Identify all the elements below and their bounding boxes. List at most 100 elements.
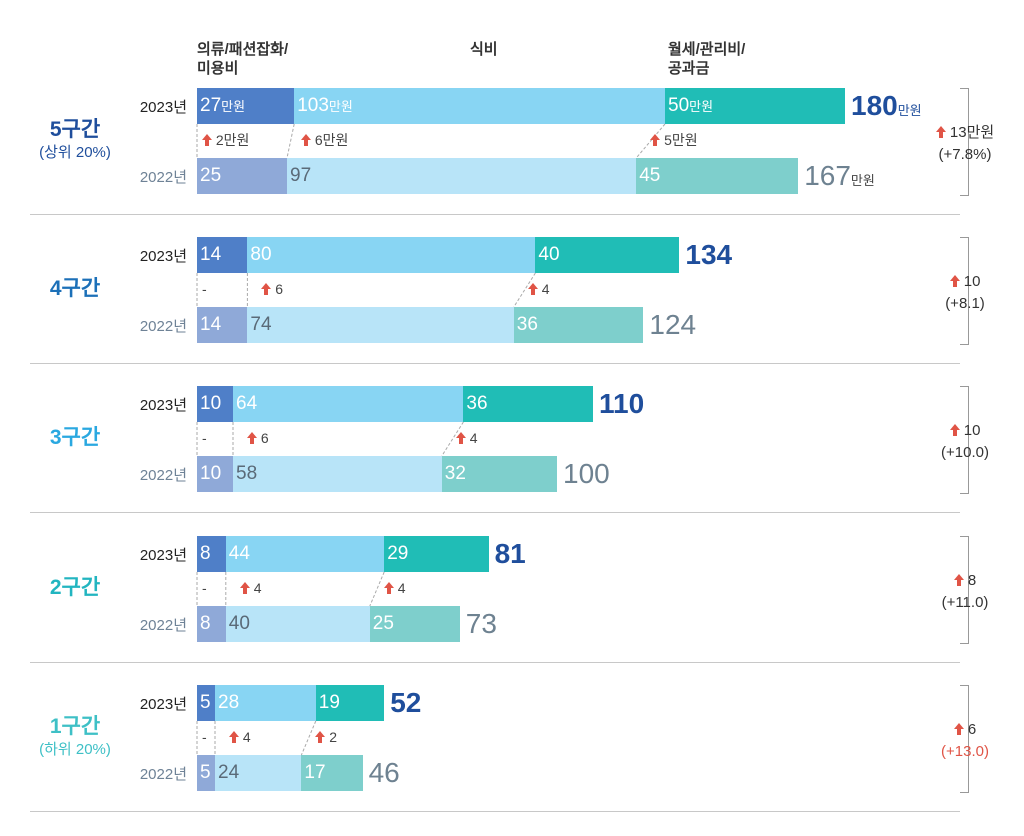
group-change-percent: (+7.8%) bbox=[938, 146, 992, 163]
total-2023: 134 bbox=[685, 239, 733, 270]
bar-2022-seg-2 bbox=[369, 606, 460, 642]
bar-2023-seg-0 bbox=[197, 685, 215, 721]
bar-2022-value-0: 8 bbox=[200, 613, 211, 634]
bar-2022-value-2: 17 bbox=[304, 762, 326, 783]
total-2023: 180만원 bbox=[851, 90, 922, 121]
up-arrow-stem bbox=[242, 588, 247, 594]
up-arrow-icon bbox=[953, 574, 964, 580]
up-arrow-icon bbox=[527, 283, 538, 289]
group-bracket bbox=[960, 237, 969, 345]
year-label-2023: 2023년 bbox=[139, 397, 187, 414]
bar-2023-seg-2 bbox=[384, 536, 489, 572]
group-change: 13만원 (+7.8%) bbox=[925, 122, 1005, 166]
group-bracket bbox=[960, 536, 969, 644]
bar-2023-seg-2 bbox=[463, 386, 593, 422]
increase-label-1: 6 bbox=[261, 279, 283, 299]
up-arrow-icon bbox=[650, 134, 661, 140]
bar-2023-seg-0 bbox=[197, 536, 226, 572]
bar-2022-seg-1 bbox=[233, 456, 442, 492]
group-change: 6 (+13.0) bbox=[925, 719, 1005, 763]
total-2022: 100 bbox=[563, 458, 610, 489]
bar-2023-value-0: 27만원 bbox=[200, 95, 246, 116]
col-header-housing-line1: 월세/관리비/ bbox=[668, 41, 746, 58]
group-separator bbox=[30, 811, 960, 812]
group-sublabel: (하위 20%) bbox=[39, 741, 111, 758]
bar-2022-seg-2 bbox=[301, 755, 363, 791]
increase-value: 6 bbox=[275, 281, 284, 297]
increase-label-0: - bbox=[202, 279, 207, 299]
bar-2023-seg-1 bbox=[225, 536, 385, 572]
increase-label-0: - bbox=[202, 727, 207, 747]
bar-2022-seg-1 bbox=[287, 158, 637, 194]
group-separator bbox=[30, 363, 960, 364]
up-arrow-icon bbox=[949, 275, 960, 281]
bar-2023-value-2: 29 bbox=[387, 543, 409, 564]
connector-line-1 bbox=[286, 123, 295, 159]
up-arrow-icon bbox=[247, 432, 257, 438]
col-header-clothing-line2: 미용비 bbox=[197, 60, 239, 77]
group-label: 3구간 bbox=[49, 426, 101, 449]
group-change-amount: 8 bbox=[925, 570, 1005, 592]
year-label-2023: 2023년 bbox=[139, 248, 187, 265]
increase-value: - bbox=[202, 580, 207, 596]
group-change-percent: (+10.0) bbox=[941, 444, 989, 461]
increase-label-1: 6만원 bbox=[301, 130, 348, 150]
up-arrow-icon bbox=[949, 424, 960, 430]
group-sublabel: (상위 20%) bbox=[39, 144, 111, 161]
year-label-2023: 2023년 bbox=[139, 696, 187, 713]
connector-line-2 bbox=[300, 720, 317, 756]
col-header-housing-line2: 공과금 bbox=[668, 60, 710, 77]
up-arrow-stem bbox=[956, 580, 961, 586]
year-label-2023: 2023년 bbox=[139, 99, 187, 116]
group-change: 8 (+11.0) bbox=[925, 570, 1005, 614]
bar-2022-value-2: 45 bbox=[639, 165, 661, 186]
bar-2023-value-1: 28 bbox=[218, 692, 240, 713]
increase-value: - bbox=[202, 430, 207, 446]
year-label-2022: 2022년 bbox=[139, 617, 187, 634]
bar-2023-seg-0 bbox=[197, 88, 295, 124]
group-separator bbox=[30, 512, 960, 513]
up-arrow-stem bbox=[232, 737, 236, 743]
up-arrow-icon bbox=[202, 134, 212, 140]
bar-2022-seg-2 bbox=[636, 158, 799, 194]
up-arrow-stem bbox=[653, 140, 658, 146]
bar-2023-seg-1 bbox=[233, 386, 464, 422]
group-change-percent: (+13.0) bbox=[941, 743, 989, 760]
bar-2022-value-0: 25 bbox=[200, 165, 222, 186]
group-label: 2구간 bbox=[49, 576, 101, 599]
increase-value: 6 bbox=[260, 430, 269, 446]
bar-2023-seg-1 bbox=[294, 88, 665, 124]
up-arrow-stem bbox=[956, 729, 961, 735]
bar-2023-value-1: 80 bbox=[250, 244, 272, 265]
up-arrow-icon bbox=[953, 723, 964, 729]
bar-2022-value-0: 10 bbox=[200, 463, 222, 484]
increase-value: - bbox=[202, 281, 207, 297]
up-arrow-stem bbox=[264, 289, 269, 295]
bar-2022-seg-0 bbox=[197, 755, 215, 791]
bar-2023-seg-0 bbox=[197, 237, 248, 273]
increase-label-2: 4 bbox=[455, 428, 477, 448]
bar-2023-seg-2 bbox=[665, 88, 845, 124]
col-header-clothing-line1: 의류/패션잡화/ bbox=[197, 41, 289, 58]
up-arrow-icon bbox=[315, 731, 326, 737]
up-arrow-stem bbox=[938, 132, 943, 138]
year-label-2022: 2022년 bbox=[139, 318, 187, 335]
total-unit: 만원 bbox=[897, 103, 922, 118]
year-label-2022: 2022년 bbox=[139, 766, 187, 783]
bar-2023-seg-1 bbox=[215, 685, 316, 721]
bar-2023-value-0: 5 bbox=[200, 692, 211, 713]
bar-2022-seg-0 bbox=[197, 158, 287, 194]
group-separator bbox=[30, 662, 960, 663]
group-change-amount: 6 bbox=[925, 719, 1005, 741]
up-arrow-stem bbox=[318, 737, 323, 743]
bar-2023-value-0: 8 bbox=[200, 543, 211, 564]
up-arrow-stem bbox=[952, 430, 957, 436]
increase-label-2: 2 bbox=[315, 727, 337, 747]
bar-2022-value-1: 40 bbox=[228, 613, 250, 634]
increase-value: 2만원 bbox=[215, 132, 250, 148]
increase-label-2: 4 bbox=[527, 279, 549, 299]
increase-label-2: 5만원 bbox=[650, 130, 698, 150]
bar-2022-value-0: 14 bbox=[200, 314, 222, 335]
increase-label-2: 4 bbox=[383, 578, 405, 598]
bar-2023-value-2: 19 bbox=[318, 692, 340, 713]
